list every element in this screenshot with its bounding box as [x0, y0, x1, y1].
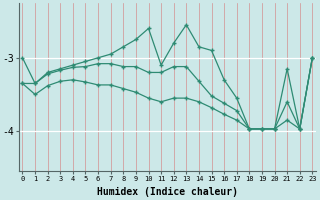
X-axis label: Humidex (Indice chaleur): Humidex (Indice chaleur): [97, 187, 238, 197]
